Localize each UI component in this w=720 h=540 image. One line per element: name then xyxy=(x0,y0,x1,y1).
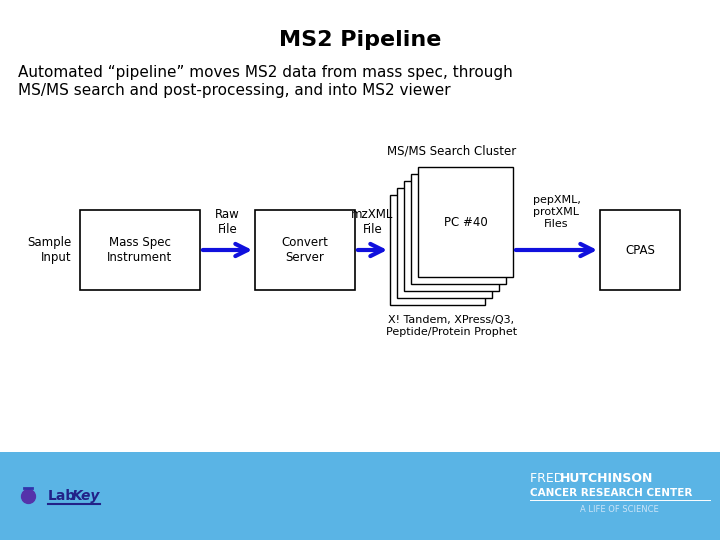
Text: pepXML,
protXML
Files: pepXML, protXML Files xyxy=(533,195,580,228)
Bar xyxy=(390,195,485,305)
Text: Automated “pipeline” moves MS2 data from mass spec, through: Automated “pipeline” moves MS2 data from… xyxy=(18,64,513,79)
Text: PC #40: PC #40 xyxy=(444,215,487,228)
Text: mzXML
File: mzXML File xyxy=(351,208,394,236)
Bar xyxy=(411,174,506,284)
Text: CANCER RESEARCH CENTER: CANCER RESEARCH CENTER xyxy=(530,488,693,498)
Bar xyxy=(418,167,513,277)
Text: MS2 Pipeline: MS2 Pipeline xyxy=(279,30,441,50)
Bar xyxy=(397,188,492,298)
Text: Convert
Server: Convert Server xyxy=(282,236,328,264)
Bar xyxy=(600,210,680,290)
Text: FRED: FRED xyxy=(530,471,567,484)
Text: Lab: Lab xyxy=(48,489,76,503)
Text: MS/MS search and post-processing, and into MS2 viewer: MS/MS search and post-processing, and in… xyxy=(18,83,451,98)
Text: HUTCHINSON: HUTCHINSON xyxy=(560,471,653,484)
Text: Mass Spec
Instrument: Mass Spec Instrument xyxy=(107,236,173,264)
Text: MS/MS Search Cluster: MS/MS Search Cluster xyxy=(387,144,516,157)
Text: Raw
File: Raw File xyxy=(215,208,240,236)
Bar xyxy=(80,210,200,290)
Text: A LIFE OF SCIENCE: A LIFE OF SCIENCE xyxy=(580,505,659,515)
Text: X! Tandem, XPress/Q3,
Peptide/Protein Prophet: X! Tandem, XPress/Q3, Peptide/Protein Pr… xyxy=(386,315,517,336)
Text: CPAS: CPAS xyxy=(625,244,655,256)
Text: Sample
Input: Sample Input xyxy=(28,236,72,264)
Bar xyxy=(0,452,720,540)
Text: Key: Key xyxy=(72,489,100,503)
Bar xyxy=(255,210,355,290)
Bar xyxy=(404,181,499,291)
